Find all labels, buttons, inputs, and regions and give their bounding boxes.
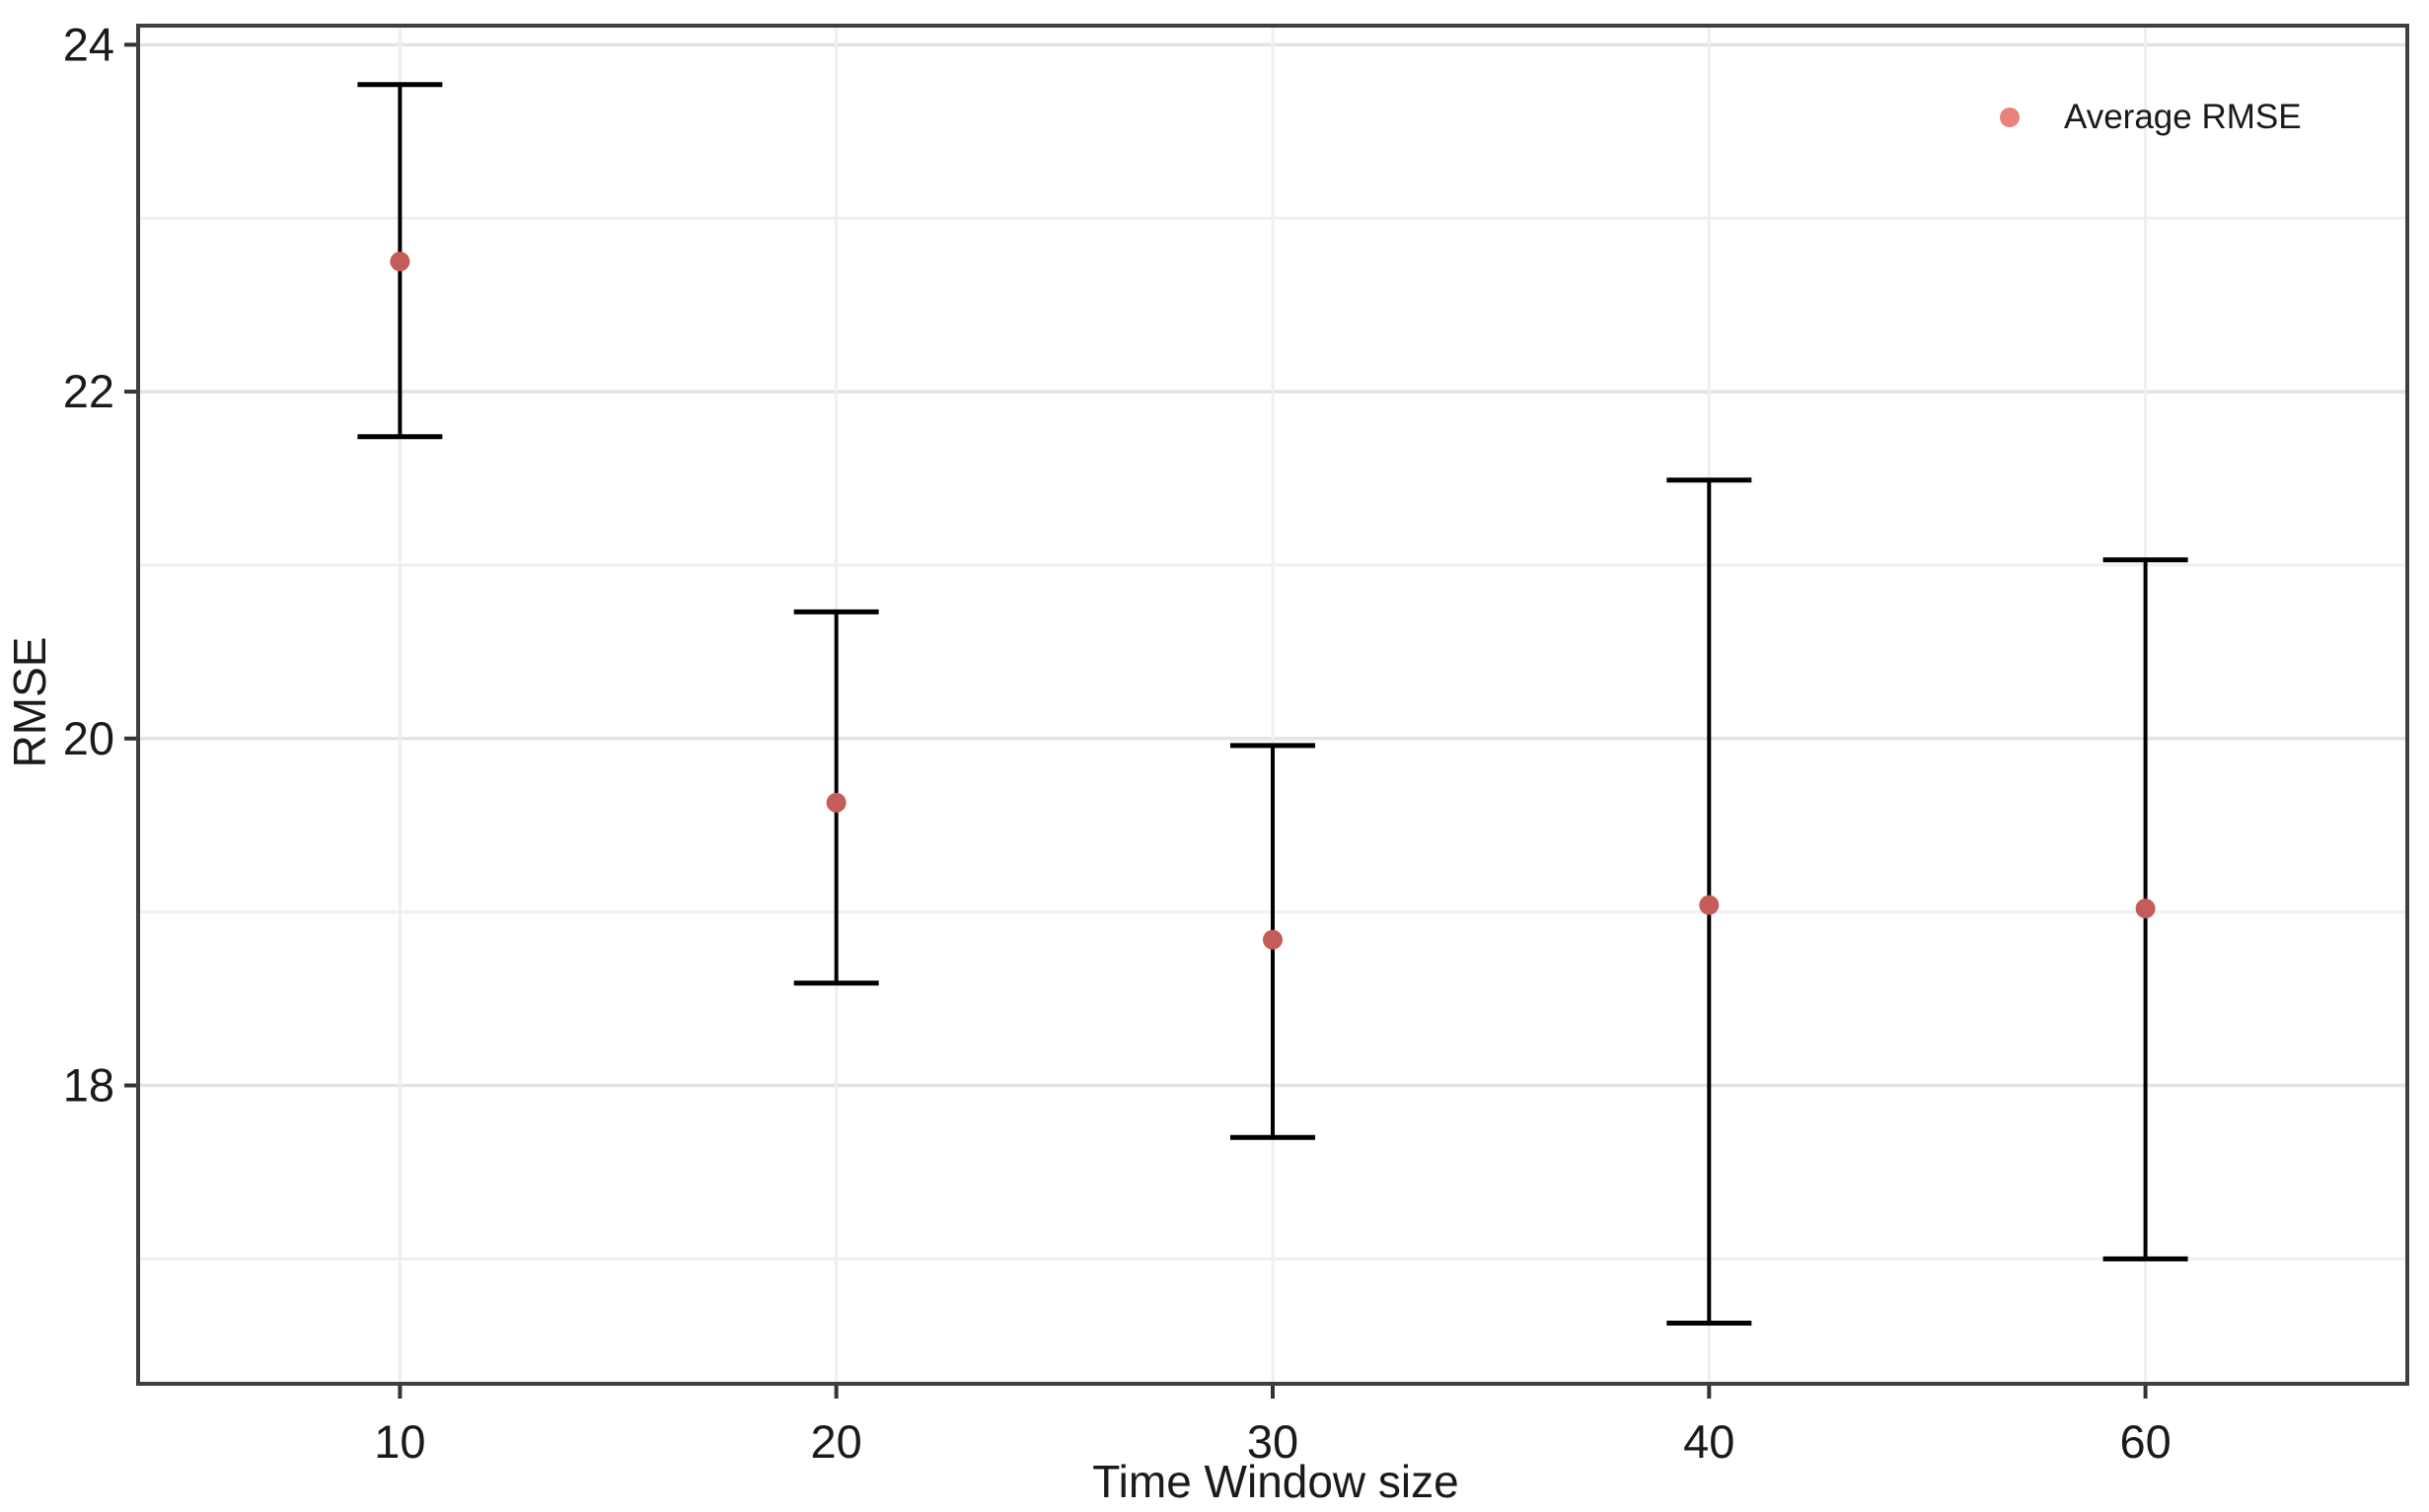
data-point bbox=[1263, 929, 1283, 950]
data-point bbox=[826, 792, 846, 813]
x-tick-label: 10 bbox=[374, 1415, 425, 1468]
data-point bbox=[390, 252, 410, 272]
legend: Average RMSE bbox=[2000, 98, 2302, 137]
data-point bbox=[2135, 899, 2156, 919]
y-tick-label: 22 bbox=[63, 365, 114, 417]
x-axis-title: Time Window size bbox=[1092, 1456, 1459, 1507]
legend-point-icon bbox=[2000, 108, 2020, 127]
data-point bbox=[1699, 895, 1720, 915]
y-tick-label: 18 bbox=[63, 1059, 114, 1112]
y-tick-label: 20 bbox=[63, 712, 114, 764]
x-tick-label: 60 bbox=[2119, 1415, 2171, 1468]
legend-label: Average RMSE bbox=[2064, 98, 2302, 136]
x-tick-label: 30 bbox=[1247, 1415, 1298, 1468]
y-axis-title: RMSE bbox=[4, 636, 55, 768]
y-tick-label: 24 bbox=[63, 18, 114, 70]
panel-border bbox=[136, 24, 2409, 1386]
x-tick-label: 20 bbox=[811, 1415, 862, 1468]
x-tick-label: 40 bbox=[1683, 1415, 1734, 1468]
